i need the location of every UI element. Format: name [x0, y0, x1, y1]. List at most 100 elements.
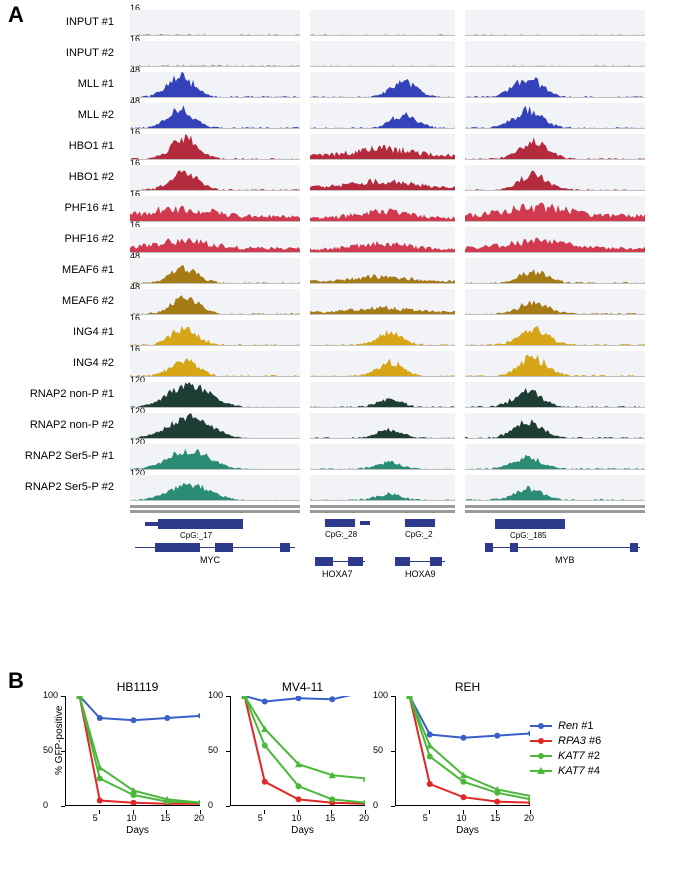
track-plot: [130, 258, 300, 284]
cpg-label: CpG:_185: [510, 531, 546, 540]
track-row: RNAP2 non-P #2120: [10, 408, 664, 439]
track-row: HBO1 #116: [10, 129, 664, 160]
x-axis-label: Days: [395, 825, 540, 836]
gene-region: CpG:_17MYC: [130, 505, 300, 583]
x-axis-label: Days: [65, 825, 210, 836]
panel-a: INPUT #116INPUT #216MLL #148MLL #248HBO1…: [10, 5, 664, 501]
track-plots: [130, 134, 645, 160]
track-plot: [310, 289, 455, 315]
track-plot: [310, 320, 455, 346]
track-label: MLL #1: [10, 78, 120, 90]
track-label: RNAP2 Ser5-P #2: [10, 481, 120, 493]
track-plots: [130, 196, 645, 222]
chart-title: MV4-11: [230, 680, 375, 694]
track-plot: [310, 475, 455, 501]
track-row: MLL #248: [10, 98, 664, 129]
track-label: MLL #2: [10, 109, 120, 121]
track-plot: [465, 196, 645, 222]
track-plots: [130, 165, 645, 191]
track-plot: [130, 41, 300, 67]
track-row: ING4 #116: [10, 315, 664, 346]
gene-label: HOXA7: [322, 569, 353, 579]
track-label: HBO1 #2: [10, 171, 120, 183]
gene-region: CpG:_28CpG:_2HOXA7HOXA9: [310, 505, 455, 583]
line-charts: HB11190501005101520DaysMV4-1105010051015…: [65, 680, 540, 836]
track-plot: [310, 258, 455, 284]
track-plot: [310, 72, 455, 98]
track-plots: [130, 10, 645, 36]
track-plot: [130, 351, 300, 377]
y-axis-label: % GFP-positive: [54, 706, 65, 775]
track-label: MEAF6 #2: [10, 295, 120, 307]
track-plot: [130, 10, 300, 36]
track-plot: [310, 103, 455, 129]
track-plot: [310, 196, 455, 222]
track-plots: [130, 320, 645, 346]
track-plot: [310, 10, 455, 36]
gene-label: MYC: [200, 555, 220, 565]
track-plot: [465, 134, 645, 160]
track-row: PHF16 #216: [10, 222, 664, 253]
panel-b-label: B: [8, 668, 24, 694]
track-plots: [130, 289, 645, 315]
track-plot: [465, 444, 645, 470]
track-row: ING4 #216: [10, 346, 664, 377]
legend-item: KAT7 #2: [530, 750, 601, 762]
track-plot: [465, 320, 645, 346]
track-plot: [130, 103, 300, 129]
track-plot: [310, 134, 455, 160]
track-label: ING4 #1: [10, 326, 120, 338]
track-row: INPUT #216: [10, 36, 664, 67]
track-label: RNAP2 non-P #2: [10, 419, 120, 431]
track-plot: [130, 289, 300, 315]
track-plot: [130, 72, 300, 98]
gene-region: CpG:_185 MYB: [465, 505, 645, 583]
track-plot: [465, 413, 645, 439]
track-label: ING4 #2: [10, 357, 120, 369]
track-plot: [130, 382, 300, 408]
track-plots: [130, 351, 645, 377]
track-plot: [465, 10, 645, 36]
track-row: RNAP2 Ser5-P #1120: [10, 439, 664, 470]
track-label: MEAF6 #1: [10, 264, 120, 276]
track-plot: [310, 227, 455, 253]
track-plot: [130, 444, 300, 470]
track-plot: [465, 289, 645, 315]
legend-item: KAT7 #4: [530, 765, 601, 777]
line-chart: HB11190501005101520Days: [65, 680, 210, 836]
x-axis-label: Days: [230, 825, 375, 836]
track-row: RNAP2 Ser5-P #2120: [10, 470, 664, 501]
tracks-container: INPUT #116INPUT #216MLL #148MLL #248HBO1…: [10, 5, 664, 501]
track-plot: [310, 41, 455, 67]
track-plot: [310, 444, 455, 470]
track-row: RNAP2 non-P #1120: [10, 377, 664, 408]
track-plots: [130, 413, 645, 439]
track-plot: [465, 475, 645, 501]
track-plot: [130, 196, 300, 222]
line-chart: REH0501005101520Days: [395, 680, 540, 836]
track-label: PHF16 #2: [10, 233, 120, 245]
track-row: MEAF6 #248: [10, 284, 664, 315]
legend-item: Ren #1: [530, 720, 601, 732]
track-plot: [465, 72, 645, 98]
track-plots: [130, 475, 645, 501]
legend-item: RPA3 #6: [530, 735, 601, 747]
track-plot: [130, 134, 300, 160]
track-plot: [465, 351, 645, 377]
track-plot: [130, 165, 300, 191]
track-plots: [130, 227, 645, 253]
track-row: MEAF6 #148: [10, 253, 664, 284]
track-plot: [310, 351, 455, 377]
track-label: RNAP2 non-P #1: [10, 388, 120, 400]
track-plot: [130, 320, 300, 346]
track-row: INPUT #116: [10, 5, 664, 36]
chart-title: HB1119: [65, 680, 210, 694]
track-label: INPUT #1: [10, 16, 120, 28]
line-chart: MV4-110501005101520Days: [230, 680, 375, 836]
gene-label: MYB: [555, 555, 575, 565]
track-plot: [465, 227, 645, 253]
track-row: MLL #148: [10, 67, 664, 98]
track-plot: [310, 165, 455, 191]
track-label: HBO1 #1: [10, 140, 120, 152]
track-plots: [130, 103, 645, 129]
